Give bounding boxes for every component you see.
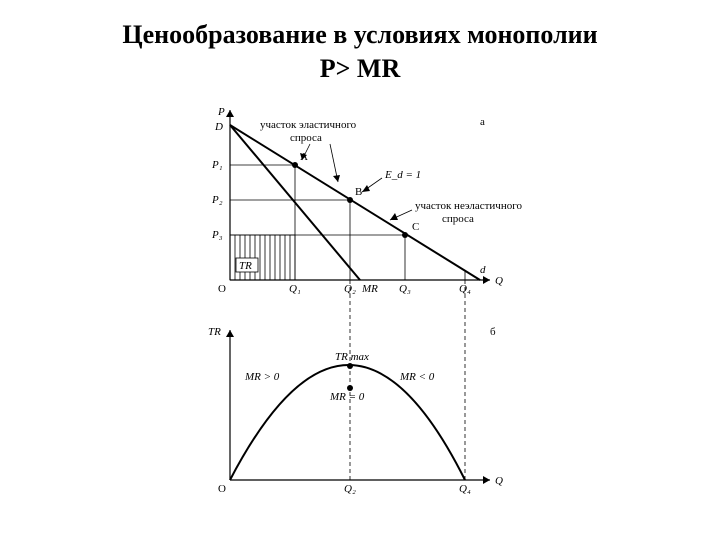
q3-label: Q₃ xyxy=(399,283,411,295)
y-axis-label-b: TR xyxy=(208,326,221,338)
mr-zero-label: MR = 0 xyxy=(329,391,365,403)
demand-label-end: d xyxy=(480,264,486,276)
origin-label-b: O xyxy=(218,483,226,495)
point-a xyxy=(292,162,298,168)
title-line1: Ценообразование в условиях монополии xyxy=(122,20,597,49)
svg-text:спроса: спроса xyxy=(290,132,322,144)
x-axis-label-a: Q xyxy=(495,275,503,287)
svg-text:участок эластичного: участок эластичного xyxy=(260,119,357,131)
tr-max-label: TR max xyxy=(335,351,369,363)
q2-label-b: Q₂ xyxy=(344,483,356,495)
mr-pos-label: MR > 0 xyxy=(244,371,280,383)
title-line2: P> MR xyxy=(320,54,401,83)
economics-diagram: P Q O D d MR P₁ P₂ P₃ Q₁ Q₂ Q₃ Q₄ A B C … xyxy=(165,100,555,520)
panel-a-letter: а xyxy=(480,116,485,128)
q4-label-b: Q₄ xyxy=(459,483,471,495)
point-b-label: B xyxy=(355,186,362,198)
demand-label-start: D xyxy=(214,121,223,133)
y-axis-label-a: P xyxy=(217,106,225,118)
p3-label: P₃ xyxy=(211,229,223,241)
x-axis-label-b: Q xyxy=(495,475,503,487)
tr-peak xyxy=(347,363,353,369)
p2-label: P₂ xyxy=(211,194,223,206)
mr-neg-label: MR < 0 xyxy=(399,371,435,383)
svg-text:спроса: спроса xyxy=(442,213,474,225)
hatched-tr-rect xyxy=(230,235,295,280)
point-b xyxy=(347,197,353,203)
point-c-label: C xyxy=(412,221,419,233)
point-c xyxy=(402,232,408,238)
inelastic-annotation: участок неэластичного спроса xyxy=(390,200,522,225)
origin-label-a: O xyxy=(218,283,226,295)
svg-text:участок неэластичного: участок неэластичного xyxy=(415,200,522,212)
ed-unit-label: E_d = 1 xyxy=(384,169,421,181)
q1-label: Q₁ xyxy=(289,283,301,295)
p1-label: P₁ xyxy=(211,159,223,171)
mr-label: MR xyxy=(361,283,378,295)
tr-box-label: TR xyxy=(239,260,252,272)
panel-b-letter: б xyxy=(490,326,496,338)
